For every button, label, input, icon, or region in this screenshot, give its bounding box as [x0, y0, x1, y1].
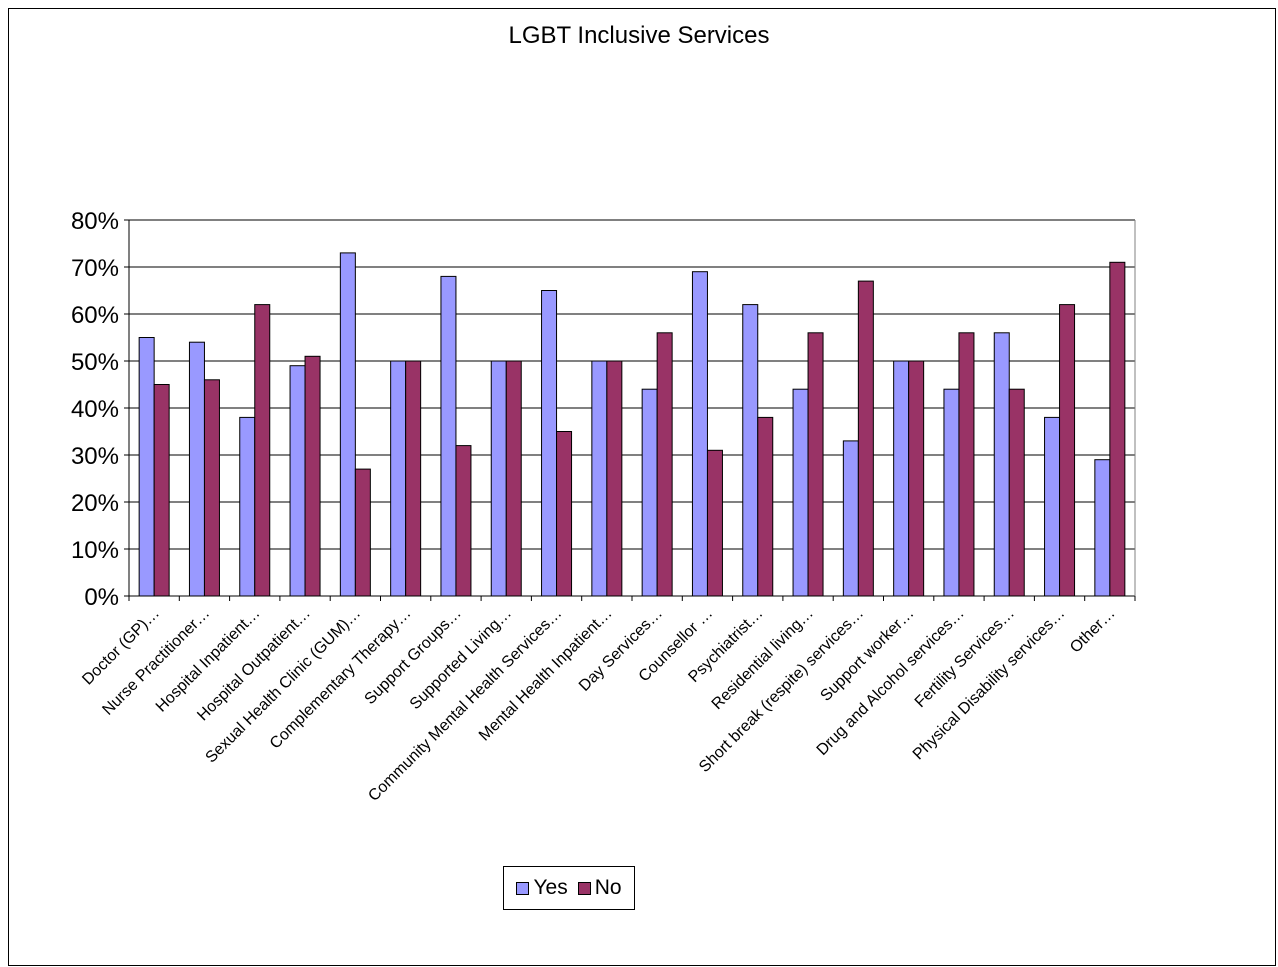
bar-no: [203, 379, 220, 597]
bar-no: [958, 332, 975, 597]
y-tick-labels: 0% 10% 20% 30% 40% 50% 60% 70% 80%: [71, 208, 119, 611]
y-tick-label: 40%: [71, 396, 119, 423]
y-tick-label: 30%: [71, 443, 119, 470]
legend-item-no: No: [577, 876, 622, 900]
bar-no: [455, 445, 472, 597]
bars: [138, 252, 1126, 597]
y-tick-label: 10%: [71, 537, 119, 564]
bar-no: [757, 416, 774, 597]
bar-yes: [289, 365, 306, 597]
x-tick-label: Support Groups…: [362, 605, 465, 708]
bar-yes: [541, 290, 558, 597]
legend-item-yes: Yes: [516, 876, 568, 900]
bar-no: [908, 360, 925, 597]
y-tick-label: 80%: [71, 208, 119, 235]
bar-yes: [239, 416, 256, 597]
legend-swatch-no: [577, 881, 591, 895]
bar-no: [254, 304, 271, 597]
bar-yes: [339, 252, 356, 597]
legend-label-no: No: [594, 876, 622, 899]
bar-yes: [893, 360, 910, 597]
bar-no: [405, 360, 422, 597]
bar-no: [656, 332, 673, 597]
bar-yes: [792, 388, 809, 597]
y-tick-label: 20%: [71, 490, 119, 517]
x-tick-label: Support worker…: [817, 605, 917, 705]
bar-yes: [490, 360, 507, 597]
bar-no: [304, 355, 321, 597]
chart-title: LGBT Inclusive Services: [508, 22, 770, 49]
bar-yes: [1044, 416, 1061, 597]
y-tick-label: 50%: [71, 349, 119, 376]
bar-no: [807, 332, 824, 597]
legend-label-yes: Yes: [533, 876, 568, 899]
bar-no: [556, 431, 573, 597]
legend: Yes No: [503, 866, 635, 910]
bar-yes: [842, 440, 859, 597]
bar-no: [354, 468, 371, 597]
bar-no: [1059, 304, 1076, 597]
x-tick-labels: Doctor (GP)…Nurse Practitioner…Hospital …: [79, 605, 1118, 805]
gridlines: [129, 219, 1135, 550]
bar-yes: [138, 337, 155, 597]
bar-yes: [188, 341, 205, 597]
bar-no: [1008, 388, 1025, 597]
bar-yes: [1094, 459, 1111, 597]
y-tick-label: 70%: [71, 255, 119, 282]
bar-yes: [390, 360, 407, 597]
bar-no: [706, 449, 723, 597]
legend-swatch-yes: [516, 881, 530, 895]
x-tick-label: Other…: [1067, 605, 1119, 657]
bar-yes: [591, 360, 608, 597]
bar-no: [505, 360, 522, 597]
bar-no: [1109, 261, 1126, 597]
bar-yes: [943, 388, 960, 597]
bar-no: [606, 360, 623, 597]
y-tick-label: 0%: [84, 584, 119, 611]
bar-yes: [691, 271, 708, 597]
bar-no: [153, 384, 170, 597]
bar-yes: [440, 275, 457, 597]
bar-yes: [742, 304, 759, 597]
y-tick-label: 60%: [71, 302, 119, 329]
bar-yes: [993, 332, 1010, 597]
bar-no: [857, 280, 874, 597]
axes: [124, 219, 1136, 601]
bar-yes: [641, 388, 658, 597]
